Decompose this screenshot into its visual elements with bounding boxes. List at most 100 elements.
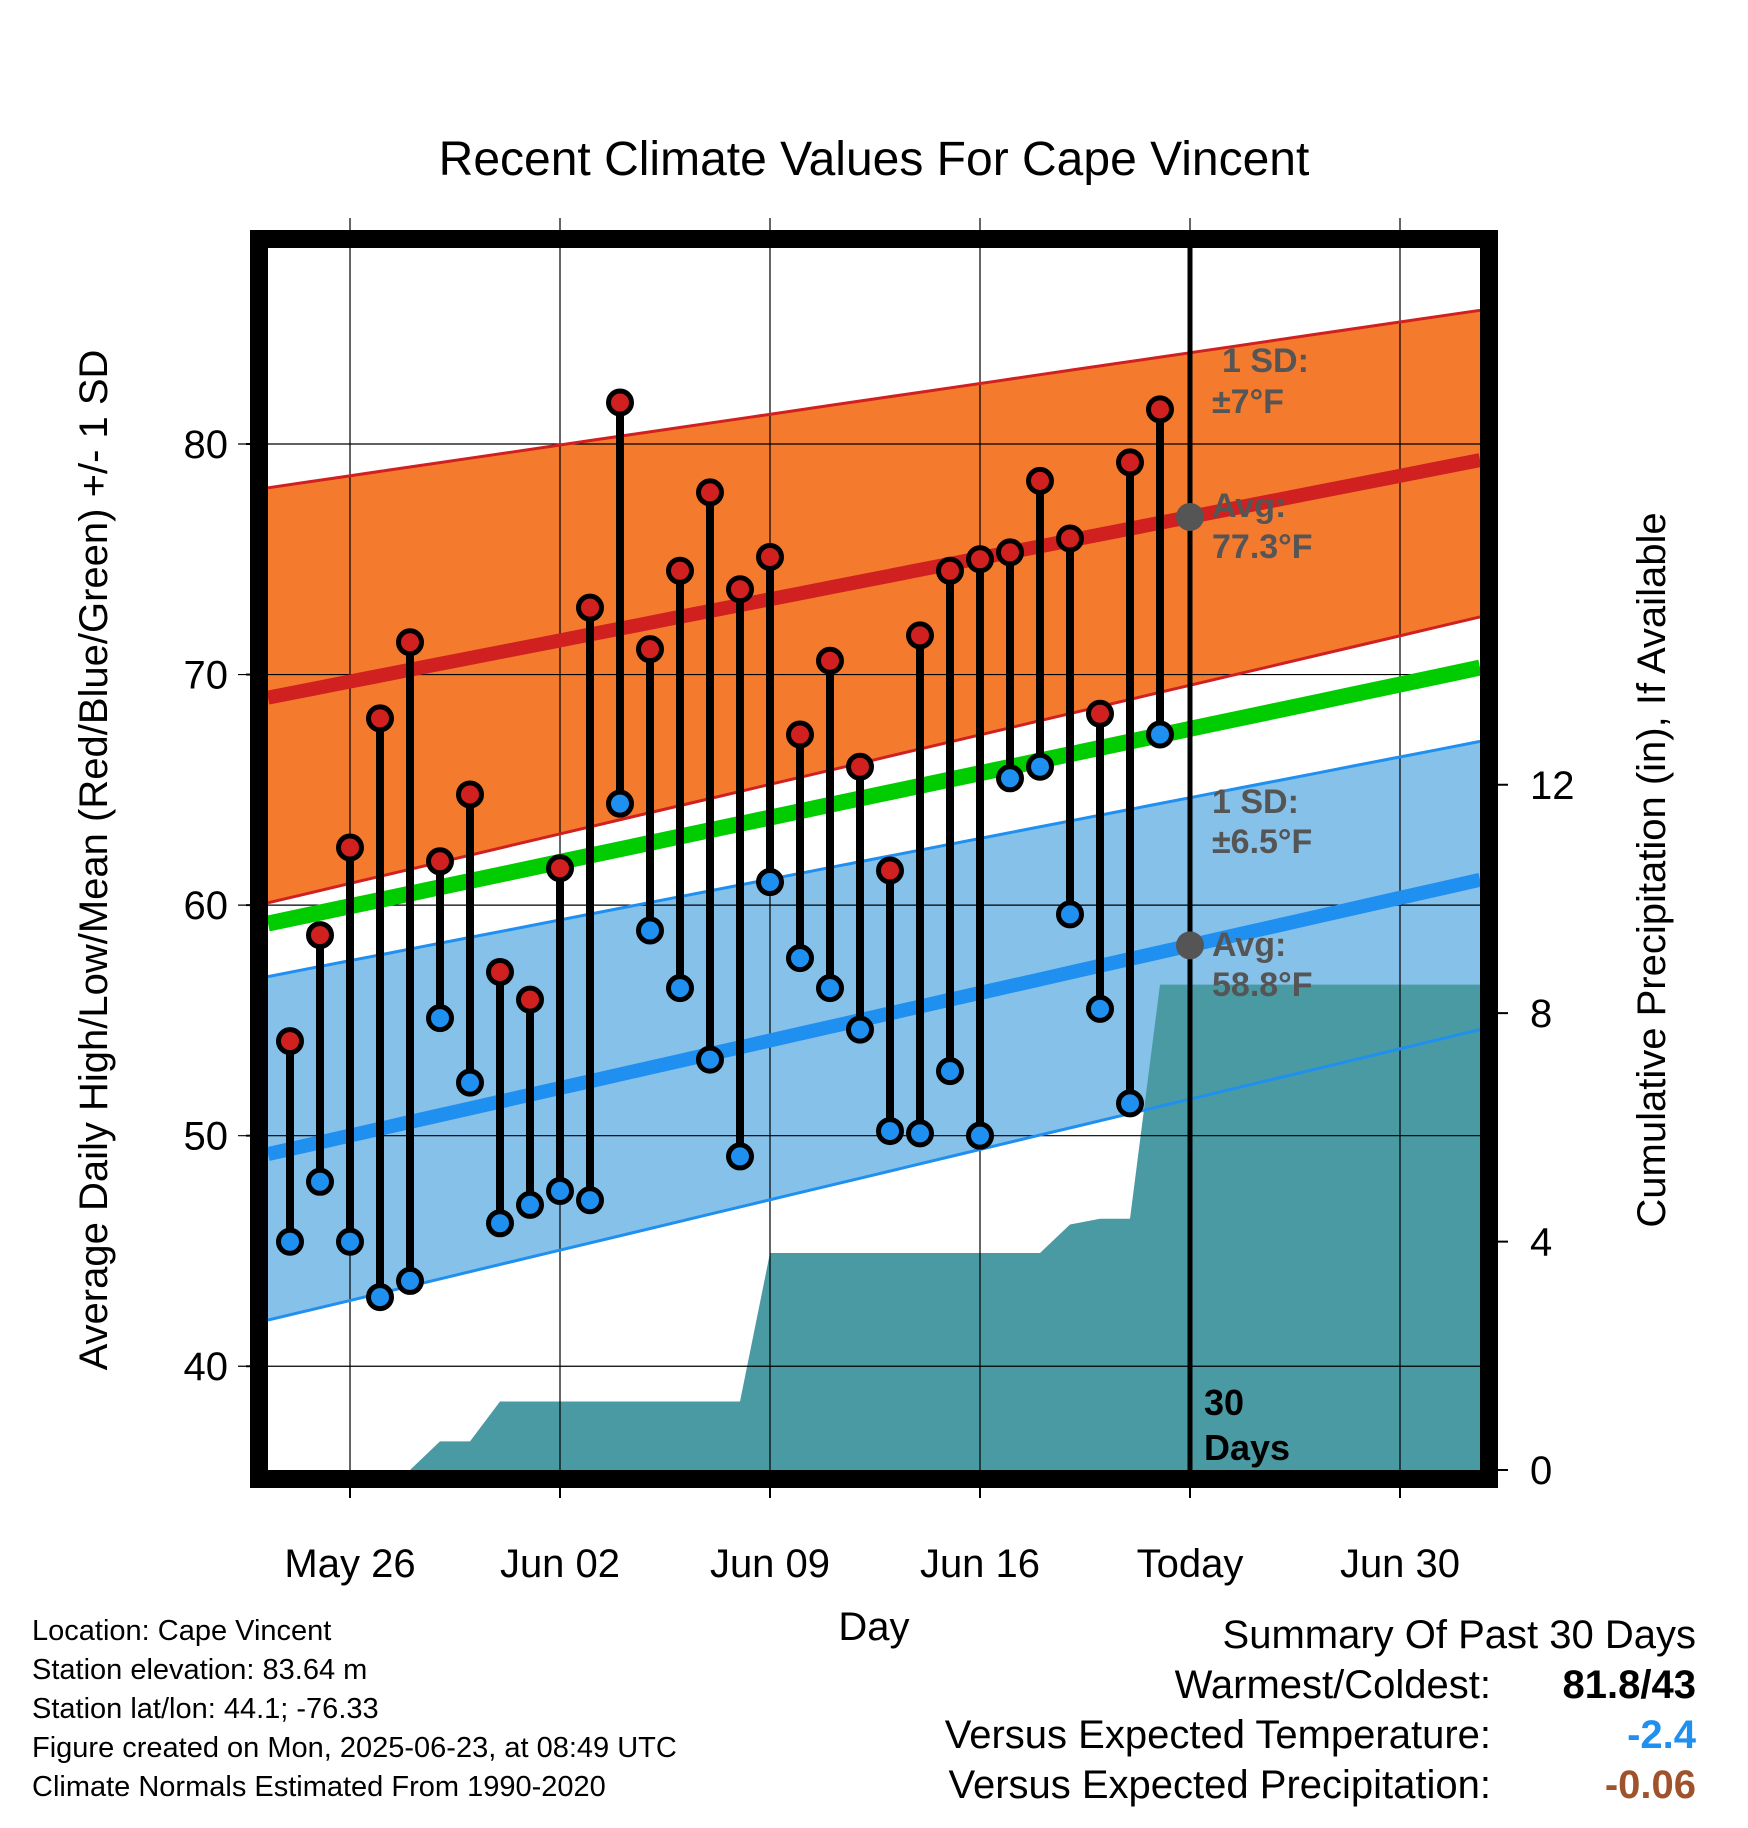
y-axis-label: Average Daily High/Low/Mean (Red/Blue/Gr… xyxy=(72,350,116,1371)
precip-fill xyxy=(268,984,1480,1470)
precip-area xyxy=(268,984,1480,1470)
low-point-14 xyxy=(666,974,694,1003)
high-sd-band xyxy=(268,310,1480,903)
daily-observations xyxy=(276,388,1174,1312)
low-point-18 xyxy=(786,944,814,973)
high-point-16 xyxy=(726,575,754,604)
precip-departure-label: Versus Expected Precipitation: xyxy=(948,1763,1491,1807)
y-tick-label: 40 xyxy=(184,1345,229,1389)
x-tick-label: Today xyxy=(1137,1542,1244,1586)
summary-panel: Summary Of Past 30 Days Warmest/Coldest:… xyxy=(945,1610,1696,1810)
low-point-23 xyxy=(936,1057,964,1086)
low-avg-title: Avg: xyxy=(1212,926,1286,964)
low-avg-value: 58.8°F xyxy=(1212,966,1313,1004)
latlon-text: Station lat/lon: 44.1; -76.33 xyxy=(32,1693,379,1725)
low-point-27 xyxy=(1056,900,1084,929)
high-point-8 xyxy=(486,957,514,986)
high-point-23 xyxy=(936,556,964,585)
low-point-21 xyxy=(876,1117,904,1146)
high-point-5 xyxy=(396,628,424,657)
low-point-7 xyxy=(456,1068,484,1097)
high-point-28 xyxy=(1086,699,1114,728)
x-tick-label: May 26 xyxy=(284,1542,415,1586)
low-sd-value: ±6.5°F xyxy=(1212,823,1312,861)
high-point-18 xyxy=(786,720,814,749)
low-point-29 xyxy=(1116,1089,1144,1118)
plot-frame xyxy=(250,230,1498,1488)
low-point-17 xyxy=(756,868,784,897)
high-point-29 xyxy=(1116,448,1144,477)
x-tick-label: Jun 16 xyxy=(920,1542,1040,1586)
high-point-15 xyxy=(696,478,724,507)
today-marker xyxy=(1176,248,1204,1470)
x-tick-label: Jun 30 xyxy=(1340,1542,1460,1586)
y-tick-label: 80 xyxy=(184,423,229,467)
high-point-17 xyxy=(756,542,784,571)
high-point-22 xyxy=(906,621,934,650)
temp-departure-label: Versus Expected Temperature: xyxy=(944,1713,1491,1757)
low-point-20 xyxy=(846,1015,874,1044)
temp-departure-value: -2.4 xyxy=(1627,1713,1696,1757)
days-count: 30 xyxy=(1204,1382,1244,1423)
high-point-10 xyxy=(546,854,574,883)
high-point-11 xyxy=(576,593,604,622)
chart-title: Recent Climate Values For Cape Vincent xyxy=(439,133,1310,186)
high-sd-upper-line xyxy=(267,308,1481,490)
low-point-6 xyxy=(426,1004,454,1033)
low-point-26 xyxy=(1026,752,1054,781)
precip-departure-value: -0.06 xyxy=(1604,1763,1696,1807)
high-point-30 xyxy=(1146,395,1174,424)
normals-text: Climate Normals Estimated From 1990-2020 xyxy=(32,1771,606,1803)
low-point-3 xyxy=(336,1227,364,1256)
elevation-text: Station elevation: 83.64 m xyxy=(32,1654,368,1686)
y2-tick-label: 8 xyxy=(1530,992,1552,1036)
high-point-25 xyxy=(996,538,1024,567)
high-avg-value: 77.3°F xyxy=(1212,528,1313,566)
high-point-19 xyxy=(816,646,844,675)
normal-bands xyxy=(268,310,1480,1321)
warmest-coldest-value: 81.8/43 xyxy=(1562,1663,1696,1707)
warmest-coldest-label: Warmest/Coldest: xyxy=(1174,1663,1491,1707)
summary-title: Summary Of Past 30 Days xyxy=(1222,1613,1696,1657)
x-axis-label: Day xyxy=(838,1605,909,1649)
low-point-11 xyxy=(576,1186,604,1215)
low-point-16 xyxy=(726,1142,754,1171)
created-text: Figure created on Mon, 2025-06-23, at 08… xyxy=(32,1732,677,1764)
low-point-9 xyxy=(516,1190,544,1219)
high-point-27 xyxy=(1056,524,1084,553)
axes: Recent Climate Values For Cape Vincent Ma… xyxy=(72,133,1674,1649)
x-tick-label: Jun 02 xyxy=(500,1542,620,1586)
low-point-22 xyxy=(906,1119,934,1148)
low-sd-lower-line xyxy=(267,1028,1481,1322)
y2-tick-label: 12 xyxy=(1530,764,1575,808)
low-point-15 xyxy=(696,1045,724,1074)
high-point-21 xyxy=(876,856,904,885)
low-point-24 xyxy=(966,1121,994,1150)
high-point-3 xyxy=(336,833,364,862)
low-point-28 xyxy=(1086,994,1114,1023)
location-text: Location: Cape Vincent xyxy=(32,1615,332,1647)
high-point-6 xyxy=(426,847,454,876)
low-point-2 xyxy=(306,1167,334,1196)
high-point-9 xyxy=(516,985,544,1014)
high-point-1 xyxy=(276,1027,304,1056)
normal-high-line xyxy=(266,453,1482,705)
station-info: Location: Cape Vincent Station elevation… xyxy=(32,1612,677,1807)
high-point-2 xyxy=(306,921,334,950)
low-point-4 xyxy=(366,1283,394,1312)
low-point-25 xyxy=(996,764,1024,793)
plot-border xyxy=(250,230,1498,1488)
low-sd-band xyxy=(268,741,1480,1321)
high-point-12 xyxy=(606,388,634,417)
high-point-26 xyxy=(1026,466,1054,495)
y-tick-label: 50 xyxy=(184,1115,229,1159)
high-sd-value: ±7°F xyxy=(1212,383,1284,421)
high-point-4 xyxy=(366,704,394,733)
x-tick-label: Jun 09 xyxy=(710,1542,830,1586)
low-point-1 xyxy=(276,1227,304,1256)
high-point-13 xyxy=(636,635,664,664)
high-avg-title: Avg: xyxy=(1212,487,1286,525)
low-point-8 xyxy=(486,1209,514,1238)
